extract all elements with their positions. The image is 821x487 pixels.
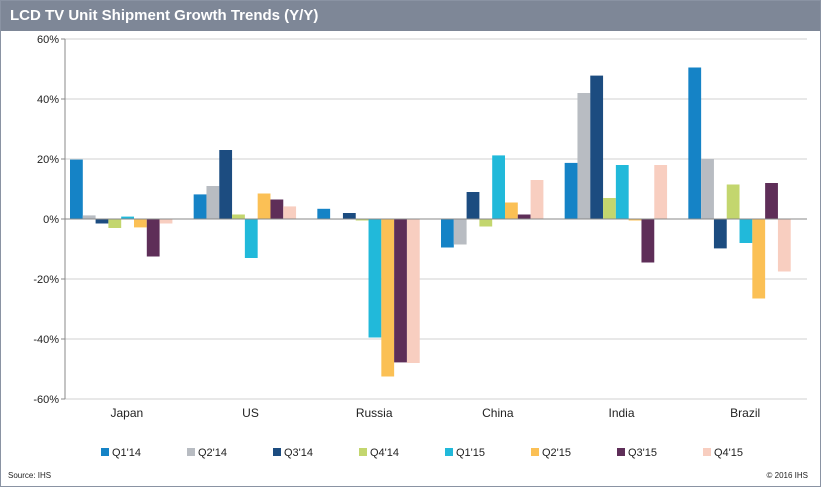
- bar: [206, 186, 220, 219]
- y-tick-label: 20%: [37, 154, 59, 166]
- bar: [95, 219, 109, 224]
- bar: [146, 219, 160, 257]
- copyright-note: © 2016 IHS: [766, 471, 808, 480]
- y-tick-label: 60%: [37, 34, 59, 46]
- bar: [244, 219, 258, 258]
- y-tick-label: 0%: [43, 214, 59, 226]
- x-category-label: Brazil: [730, 406, 760, 420]
- bar: [70, 159, 83, 219]
- legend: Q1'14 Q2'14 Q3'14 Q4'14 Q1'15 Q2'15 Q3'15 Q4'15: [101, 447, 743, 459]
- legend-swatch: [187, 448, 195, 456]
- legend-label: Q4'14: [370, 447, 399, 459]
- bar: [701, 159, 714, 219]
- chart-svg: 60% 40% 20% 0% -20% -40% -60% Japan US Russia Chin…: [33, 34, 807, 459]
- bar: [283, 206, 297, 219]
- legend-swatch: [531, 448, 539, 456]
- x-category-label: China: [482, 406, 514, 420]
- bar: [193, 194, 207, 219]
- bar: [654, 165, 668, 219]
- bar: [603, 198, 616, 219]
- bar: [82, 215, 96, 219]
- legend-label: Q2'15: [542, 447, 571, 459]
- bar: [765, 183, 778, 219]
- y-tick-label: 40%: [37, 94, 59, 106]
- legend-swatch: [703, 448, 711, 456]
- legend-swatch: [445, 448, 453, 456]
- bar: [530, 180, 544, 219]
- legend-label: Q1'15: [456, 447, 485, 459]
- legend-swatch: [617, 448, 625, 456]
- x-category-label: Russia: [356, 406, 393, 420]
- axes: 60% 40% 20% 0% -20% -40% -60% Japan US Russia Chin…: [33, 34, 807, 420]
- legend-label: Q1'14: [112, 447, 141, 459]
- bar: [453, 219, 467, 245]
- bar: [406, 219, 420, 363]
- bar: [492, 155, 505, 219]
- bar: [577, 93, 591, 219]
- legend-label: Q2'14: [198, 447, 227, 459]
- bar: [394, 219, 407, 363]
- bar: [317, 208, 331, 219]
- bar: [505, 202, 518, 219]
- bar: [121, 216, 134, 219]
- y-tick-label: -40%: [33, 334, 59, 346]
- bar: [713, 219, 727, 249]
- legend-label: Q3'14: [284, 447, 313, 459]
- bar: [688, 67, 702, 219]
- bar: [108, 219, 122, 228]
- title-bar: LCD TV Unit Shipment Growth Trends (Y/Y): [1, 1, 820, 31]
- bar: [590, 75, 604, 219]
- bar: [641, 219, 655, 263]
- bar: [368, 219, 382, 338]
- bar: [381, 219, 395, 377]
- bar: [219, 150, 233, 219]
- chart-title: LCD TV Unit Shipment Growth Trends (Y/Y): [10, 7, 319, 24]
- legend-swatch: [101, 448, 109, 456]
- bar: [564, 162, 578, 219]
- bar: [232, 214, 245, 219]
- bars: [70, 67, 791, 377]
- legend-label: Q3'15: [628, 447, 657, 459]
- bar: [355, 219, 369, 221]
- bar: [466, 192, 480, 219]
- bar: [441, 219, 454, 248]
- bar: [628, 219, 642, 221]
- legend-label: Q4'15: [714, 447, 743, 459]
- bar: [777, 219, 791, 272]
- legend-swatch: [273, 448, 281, 456]
- x-category-label: India: [608, 406, 634, 420]
- bar: [615, 165, 629, 219]
- bar: [342, 213, 356, 219]
- bar: [752, 219, 766, 299]
- bar: [479, 219, 493, 227]
- source-note: Source: IHS: [8, 471, 52, 480]
- bar: [270, 199, 284, 219]
- bar: [159, 219, 173, 224]
- y-tick-label: -20%: [33, 274, 59, 286]
- bar: [517, 214, 531, 219]
- bar: [257, 193, 271, 219]
- bar: [726, 184, 740, 219]
- bar: [134, 219, 147, 228]
- x-category-label: Japan: [110, 406, 143, 420]
- bar: [739, 219, 753, 243]
- y-tick-label: -60%: [33, 394, 59, 406]
- legend-swatch: [359, 448, 367, 456]
- x-category-label: US: [242, 406, 259, 420]
